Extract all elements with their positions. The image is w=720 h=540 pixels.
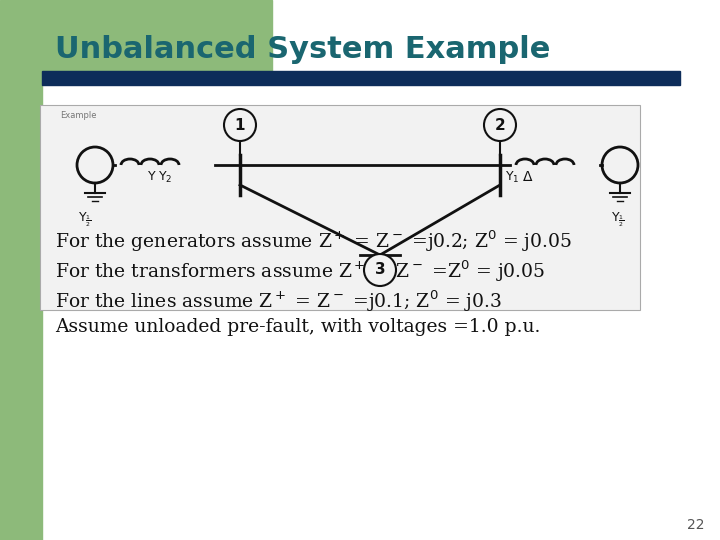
Text: $\mathsf{Y_2}$: $\mathsf{Y_2}$: [158, 170, 172, 185]
Circle shape: [224, 109, 256, 141]
Text: 2: 2: [495, 118, 505, 132]
Text: $\Delta$: $\Delta$: [522, 170, 534, 184]
Text: 3: 3: [374, 262, 385, 278]
Text: 22: 22: [688, 518, 705, 532]
Bar: [40, 105, 640, 310]
Bar: [42, 0, 272, 80]
Text: For the generators assume Z$^+$ = Z$^-$ =j0.2; Z$^0$ = j0.05: For the generators assume Z$^+$ = Z$^-$ …: [55, 228, 572, 253]
Bar: [42, 71, 680, 85]
Circle shape: [484, 109, 516, 141]
Text: Example: Example: [60, 111, 96, 119]
Text: $\mathsf{Y_{\frac{1}{2}}}$: $\mathsf{Y_{\frac{1}{2}}}$: [78, 211, 92, 229]
Circle shape: [364, 254, 396, 286]
Bar: [0, 0, 42, 540]
Text: $\mathsf{Y_{\frac{1}{2}}}$: $\mathsf{Y_{\frac{1}{2}}}$: [611, 211, 625, 229]
Text: 1: 1: [235, 118, 246, 132]
Text: For the transformers assume Z$^+$ = Z$^-$ =Z$^0$ = j0.05: For the transformers assume Z$^+$ = Z$^-…: [55, 258, 545, 284]
Text: Unbalanced System Example: Unbalanced System Example: [55, 36, 550, 64]
Text: For the lines assume Z$^+$ = Z$^-$ =j0.1; Z$^0$ = j0.3: For the lines assume Z$^+$ = Z$^-$ =j0.1…: [55, 288, 502, 314]
Text: Assume unloaded pre-fault, with voltages =1.0 p.u.: Assume unloaded pre-fault, with voltages…: [55, 318, 541, 336]
Text: $\mathsf{Y_1}$: $\mathsf{Y_1}$: [505, 170, 519, 185]
Text: $\mathsf{Y}$: $\mathsf{Y}$: [147, 171, 157, 184]
